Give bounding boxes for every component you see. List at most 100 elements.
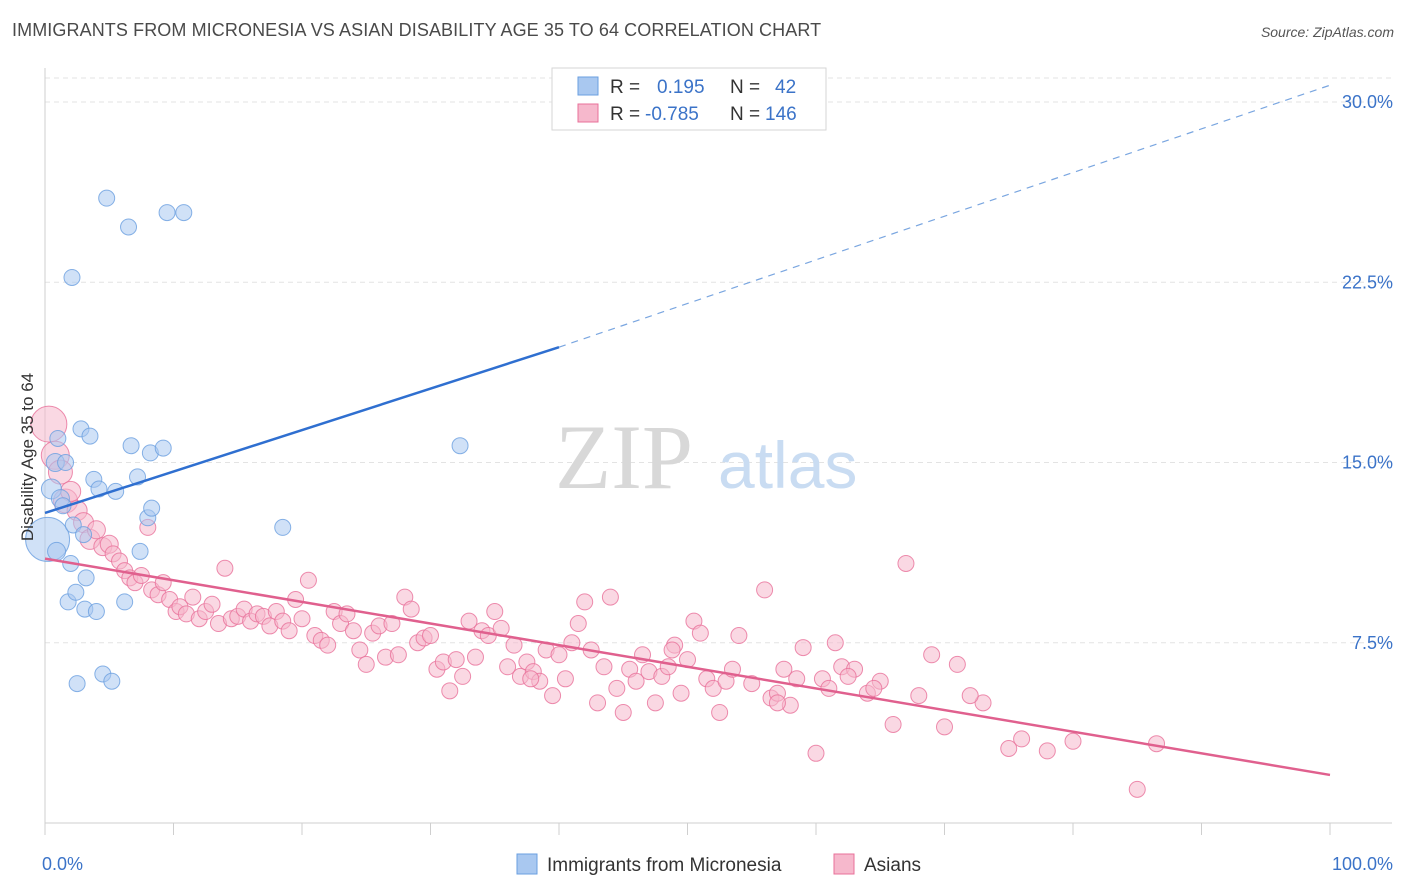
y-tick-label-2: 22.5% xyxy=(1342,272,1393,292)
asians-point-134 xyxy=(1013,730,1031,748)
micronesia-point-28 xyxy=(122,437,140,455)
micronesia-point-18 xyxy=(81,427,99,445)
asians-point-25 xyxy=(184,588,202,606)
asians-point-126 xyxy=(884,715,902,733)
legend-n-label-1: N = xyxy=(730,77,760,98)
micronesia-point-17 xyxy=(77,569,95,587)
asians-point-43 xyxy=(299,571,317,589)
asians-point-65 xyxy=(441,682,459,700)
micronesia-point-12 xyxy=(67,583,85,601)
y-tick-label-3: 30.0% xyxy=(1342,92,1393,112)
asians-point-99 xyxy=(659,658,677,676)
legend-swatch-asians xyxy=(577,103,599,123)
asians-point-129 xyxy=(923,646,941,664)
legend-r-value-2: -0.785 xyxy=(645,104,699,125)
legend-n-value-2: 146 xyxy=(765,104,797,125)
asians-point-67 xyxy=(454,667,472,685)
asians-point-40 xyxy=(280,622,298,640)
asians-point-121 xyxy=(826,634,844,652)
asians-point-131 xyxy=(948,655,966,673)
y-tick-label-0: 7.5% xyxy=(1352,633,1393,653)
legend-r-label-1: R = xyxy=(610,77,640,98)
micronesia-trend-line xyxy=(44,345,560,515)
micronesia-point-3 xyxy=(47,541,67,561)
micronesia-point-37 xyxy=(274,518,292,536)
asians-point-90 xyxy=(601,588,619,606)
micronesia-point-15 xyxy=(75,526,93,544)
micronesia-point-26 xyxy=(116,593,134,611)
x-tick-label-1: 100.0% xyxy=(1332,854,1393,874)
watermark-zip: ZIP xyxy=(555,406,693,508)
micronesia-points xyxy=(25,189,469,693)
micronesia-point-13 xyxy=(68,675,86,693)
asians-point-50 xyxy=(344,622,362,640)
asians-point-132 xyxy=(974,694,992,712)
micronesia-point-24 xyxy=(103,672,121,690)
asians-point-145 xyxy=(522,670,540,688)
legend-r-label-2: R = xyxy=(610,104,640,125)
asians-point-52 xyxy=(357,655,375,673)
micronesia-point-20 xyxy=(87,603,105,621)
asians-point-88 xyxy=(589,694,607,712)
watermark: ZIP atlas xyxy=(555,406,857,508)
y-axis-label: Disability Age 35 to 64 xyxy=(18,373,37,541)
asians-point-74 xyxy=(499,658,517,676)
asians-point-62 xyxy=(422,627,439,645)
asians-point-130 xyxy=(936,718,953,736)
asians-point-57 xyxy=(389,646,407,664)
asians-point-94 xyxy=(627,672,645,690)
asians-point-143 xyxy=(663,641,681,659)
legend-r-value-1: 0.195 xyxy=(657,77,705,98)
asians-point-140 xyxy=(839,667,857,685)
asians-point-91 xyxy=(608,679,626,697)
asians-point-106 xyxy=(704,679,722,697)
asians-point-139 xyxy=(768,694,786,712)
asians-point-133 xyxy=(1000,740,1018,757)
asians-point-82 xyxy=(550,646,568,664)
micronesia-point-27 xyxy=(120,218,138,236)
asians-point-59 xyxy=(402,600,420,618)
asians-point-86 xyxy=(576,593,594,611)
grid-lines xyxy=(45,77,1392,644)
asians-point-114 xyxy=(775,660,793,678)
chart-title: IMMIGRANTS FROM MICRONESIA VS ASIAN DISA… xyxy=(12,20,822,40)
asians-point-107 xyxy=(711,703,729,721)
bottom-legend-label-micronesia: Immigrants from Micronesia xyxy=(547,855,782,876)
micronesia-point-23 xyxy=(98,189,116,207)
series-legend: Immigrants from Micronesia Asians xyxy=(516,853,921,876)
micronesia-point-30 xyxy=(131,542,149,560)
legend-n-value-1: 42 xyxy=(775,77,796,98)
asians-point-66 xyxy=(447,651,465,669)
asians-point-42 xyxy=(293,610,311,628)
legend-swatch-micronesia xyxy=(577,76,599,96)
micronesia-point-7 xyxy=(57,454,75,472)
asians-point-81 xyxy=(544,687,562,705)
asians-point-89 xyxy=(595,658,613,676)
asians-point-111 xyxy=(756,581,774,599)
legend-n-label-2: N = xyxy=(730,104,760,125)
asians-point-72 xyxy=(486,603,504,621)
micronesia-point-38 xyxy=(451,437,469,455)
trend-lines xyxy=(44,84,1331,777)
micronesia-point-33 xyxy=(143,499,161,517)
asians-point-142 xyxy=(961,687,979,705)
asians-point-136 xyxy=(1064,732,1082,750)
y-tick-label-1: 15.0% xyxy=(1342,453,1393,473)
asians-point-51 xyxy=(351,641,369,659)
asians-point-117 xyxy=(794,639,812,657)
asians-point-110 xyxy=(743,675,761,693)
asians-point-30 xyxy=(216,559,234,577)
asians-point-97 xyxy=(646,694,664,712)
micronesia-point-34 xyxy=(154,439,172,457)
asians-point-118 xyxy=(807,744,825,762)
watermark-atlas: atlas xyxy=(718,428,857,502)
micronesia-point-10 xyxy=(63,268,81,286)
bottom-legend-swatch-micronesia xyxy=(516,853,538,875)
asians-trend-line xyxy=(44,557,1331,777)
micronesia-trend-extension xyxy=(558,84,1331,348)
tick-labels: 7.5% 15.0% 22.5% 30.0% 0.0% 100.0% xyxy=(42,92,1393,874)
asians-point-141 xyxy=(865,679,883,697)
micronesia-point-4 xyxy=(49,429,67,447)
asians-point-128 xyxy=(910,687,928,705)
